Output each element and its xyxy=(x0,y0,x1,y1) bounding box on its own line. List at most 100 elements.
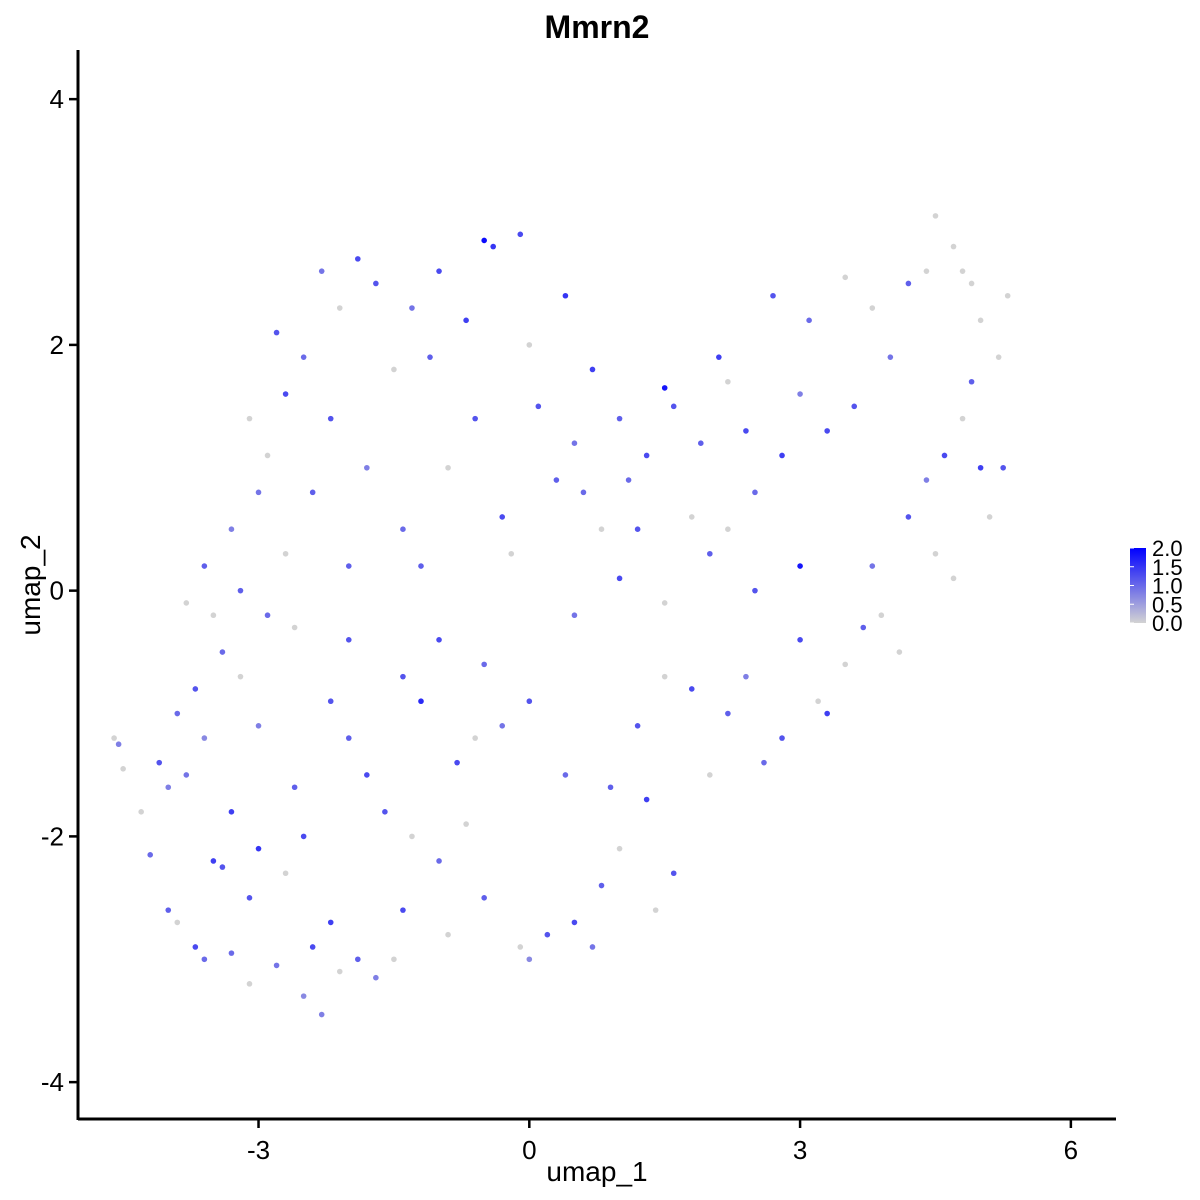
data-point xyxy=(923,268,930,274)
data-point xyxy=(183,600,190,606)
data-point xyxy=(246,981,253,987)
data-point xyxy=(373,280,379,287)
data-point xyxy=(282,870,289,877)
data-point xyxy=(300,833,307,840)
data-point xyxy=(544,931,551,938)
data-point xyxy=(174,919,181,926)
data-point xyxy=(842,661,849,668)
data-point xyxy=(481,661,487,668)
data-point xyxy=(860,624,867,631)
data-point xyxy=(842,274,849,281)
data-point xyxy=(896,649,903,655)
data-point xyxy=(201,563,208,569)
data-point xyxy=(463,317,469,324)
data-point xyxy=(237,673,244,680)
data-point xyxy=(517,231,524,238)
data-point xyxy=(878,612,885,619)
data-point xyxy=(282,550,289,557)
data-point xyxy=(562,292,569,299)
data-point xyxy=(345,563,352,569)
data-point xyxy=(824,428,830,434)
data-point xyxy=(535,403,542,410)
data-point xyxy=(670,870,677,877)
data-point xyxy=(580,489,587,496)
data-point xyxy=(806,317,812,324)
data-point xyxy=(977,317,984,324)
data-point xyxy=(237,587,244,594)
data-point xyxy=(815,698,821,705)
data-point xyxy=(255,489,262,496)
data-point xyxy=(418,698,424,705)
data-point xyxy=(400,526,406,533)
data-point xyxy=(779,735,785,741)
x-ticks: -3 0 3 6 xyxy=(247,1119,1078,1165)
data-point xyxy=(138,809,144,815)
y-tick-label: 0 xyxy=(50,576,64,606)
data-point xyxy=(355,256,361,262)
data-point xyxy=(851,403,858,410)
data-point xyxy=(616,575,623,582)
data-point xyxy=(436,268,442,274)
data-point xyxy=(526,342,533,348)
data-point xyxy=(905,280,912,287)
data-point xyxy=(779,452,785,459)
data-point xyxy=(661,600,668,606)
data-point xyxy=(508,550,515,557)
data-point xyxy=(454,759,460,766)
data-point xyxy=(499,723,506,729)
data-point xyxy=(201,735,208,741)
data-point xyxy=(752,587,758,594)
data-point xyxy=(752,489,758,496)
data-point xyxy=(887,354,894,360)
data-point xyxy=(327,698,334,705)
data-point xyxy=(309,489,316,496)
data-point xyxy=(707,772,713,778)
data-point xyxy=(318,1011,325,1018)
data-point xyxy=(409,305,415,311)
data-point xyxy=(571,919,578,926)
data-point xyxy=(327,415,334,422)
data-point xyxy=(327,919,334,926)
data-point xyxy=(950,243,957,250)
data-point xyxy=(147,852,154,858)
data-point xyxy=(643,796,650,803)
data-point xyxy=(571,440,578,446)
data-point xyxy=(436,636,442,643)
data-point xyxy=(923,477,930,483)
data-point xyxy=(300,354,307,360)
data-point xyxy=(174,710,181,717)
data-point xyxy=(941,452,948,459)
x-axis-title: umap_1 xyxy=(546,1156,647,1187)
data-point xyxy=(364,772,370,778)
data-point xyxy=(770,292,776,299)
data-point xyxy=(400,673,406,680)
data-point xyxy=(499,514,506,520)
data-point xyxy=(743,673,749,680)
data-point xyxy=(445,464,451,471)
data-point xyxy=(761,759,767,766)
data-point xyxy=(336,305,343,311)
data-point xyxy=(228,809,235,815)
data-point xyxy=(192,944,199,950)
data-point xyxy=(634,526,641,533)
data-point xyxy=(707,550,713,557)
data-point xyxy=(472,735,478,741)
data-point xyxy=(192,686,199,692)
data-point xyxy=(246,415,253,422)
x-tick-label: 3 xyxy=(793,1135,807,1165)
data-point xyxy=(725,526,731,533)
data-point xyxy=(111,735,117,741)
y-tick-label: -2 xyxy=(41,821,64,851)
data-point xyxy=(968,378,975,385)
data-point xyxy=(670,403,677,410)
data-point xyxy=(165,784,172,791)
data-point xyxy=(373,974,379,981)
data-point xyxy=(968,280,975,287)
data-point xyxy=(165,907,172,913)
data-point xyxy=(427,354,433,360)
data-point xyxy=(589,366,596,373)
data-point xyxy=(219,864,226,870)
data-point xyxy=(291,784,298,791)
data-point xyxy=(598,526,605,533)
data-point xyxy=(616,845,623,852)
